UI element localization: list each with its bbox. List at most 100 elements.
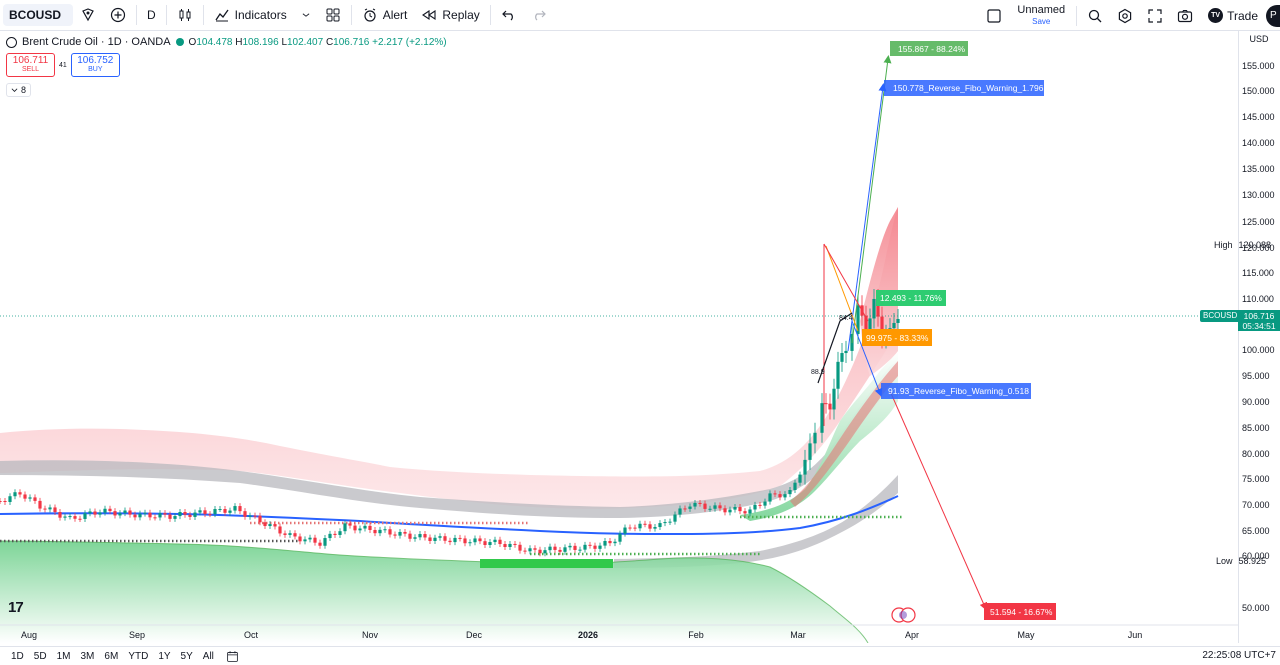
range-button[interactable]: 5Y — [180, 650, 193, 662]
candle-body — [13, 492, 17, 497]
settings-button[interactable] — [1110, 0, 1140, 31]
chart-pane[interactable]: 84.4 88.9 155.867 - 88.24% 150.778_Rever… — [0, 31, 1280, 643]
candle-body — [543, 550, 547, 554]
price-tick-label: 115.000 — [1242, 268, 1274, 278]
series-title[interactable]: Brent Crude Oil · 1D · OANDA — [22, 36, 171, 48]
undo-icon — [501, 10, 513, 21]
candle-body — [828, 403, 832, 410]
candle-body — [443, 536, 447, 541]
redo-button[interactable] — [524, 0, 554, 31]
tradingview-watermark-icon[interactable]: 17 — [8, 599, 24, 616]
replay-button[interactable]: Replay — [414, 0, 486, 31]
compare-button[interactable] — [73, 0, 103, 31]
candle-body — [820, 403, 824, 433]
annotation-level-green[interactable]: 12.493 - 11.76% — [876, 290, 946, 306]
price-axis[interactable] — [1238, 31, 1280, 643]
trade-label: Trade — [1227, 8, 1258, 23]
layout-checkbox[interactable] — [979, 0, 1009, 31]
lower-grey-band — [614, 475, 898, 568]
range-button[interactable]: 1M — [56, 650, 71, 662]
candle-body — [68, 516, 72, 518]
candle-body — [608, 541, 612, 544]
candle-body — [598, 545, 602, 549]
candle-body — [438, 536, 442, 538]
replay-label: Replay — [442, 8, 480, 22]
time-axis-label: Dec — [466, 630, 483, 640]
candle-body — [668, 521, 672, 523]
fullscreen-button[interactable] — [1140, 0, 1170, 31]
buy-button[interactable]: 106.752 BUY — [70, 53, 120, 77]
indicators-toggle[interactable]: 8 — [6, 83, 32, 97]
candle-body — [0, 501, 2, 502]
range-button[interactable]: 6M — [104, 650, 119, 662]
candle-body — [428, 537, 432, 541]
price-tick-label: 95.000 — [1242, 371, 1270, 381]
timezone[interactable]: 22:25:08 UTC+7 — [1202, 650, 1276, 661]
symbol-search[interactable]: BCOUSD — [3, 4, 73, 26]
range-button[interactable]: YTD — [128, 650, 149, 662]
annotation-target-down-text: 51.594 - 16.67% — [990, 607, 1053, 617]
time-axis-label: Feb — [688, 630, 704, 640]
annotation-fibo-low[interactable]: 91.93_Reverse_Fibo_Warning_0.518 — [881, 383, 1031, 399]
add-symbol-button[interactable] — [103, 0, 133, 31]
candle-body — [303, 539, 307, 542]
candle-body — [408, 533, 412, 539]
annotation-target-down[interactable]: 51.594 - 16.67% — [984, 603, 1056, 620]
range-button[interactable]: 3M — [80, 650, 95, 662]
interval-button[interactable]: D — [140, 0, 163, 31]
undo-button[interactable] — [494, 0, 524, 31]
snapshot-button[interactable] — [1170, 0, 1200, 31]
candle-body — [273, 524, 277, 527]
indicators-dropdown[interactable] — [294, 0, 318, 31]
candle-body — [318, 542, 322, 546]
layout-name-button[interactable]: Unnamed Save — [1009, 4, 1073, 27]
candle-body — [8, 496, 12, 502]
candle-body — [573, 545, 577, 550]
alert-button[interactable]: Alert — [355, 0, 415, 31]
chart-type-button[interactable] — [170, 0, 200, 31]
chart-canvas[interactable]: 84.4 88.9 155.867 - 88.24% 150.778_Rever… — [0, 31, 1238, 643]
layouts-button[interactable] — [318, 0, 348, 31]
candle-body — [158, 513, 162, 518]
candle-body — [38, 500, 42, 509]
high-label: H — [235, 36, 243, 48]
range-button[interactable]: All — [202, 650, 214, 662]
currency-selector[interactable]: USD — [1249, 34, 1269, 44]
annotation-target-up[interactable]: 155.867 - 88.24% — [890, 41, 968, 56]
candle-body — [892, 322, 896, 329]
quick-search-button[interactable] — [1080, 0, 1110, 31]
candle-body — [703, 503, 707, 509]
avatar[interactable]: P — [1266, 4, 1280, 27]
price-tick-label: 75.000 — [1242, 474, 1270, 484]
range-button[interactable]: 1Y — [158, 650, 171, 662]
economic-events-icon[interactable] — [891, 607, 916, 623]
candle-body — [58, 512, 62, 518]
time-axis[interactable]: Aug Sep Oct Nov Dec 2026 Feb Mar Apr May Jun — [21, 630, 1142, 640]
candle-body — [388, 529, 392, 535]
candles-icon — [179, 9, 191, 21]
toolbar-right: Unnamed Save TV Trade P — [979, 0, 1280, 31]
candle-body — [113, 511, 117, 516]
range-button[interactable]: 1D — [11, 650, 24, 662]
candle-body — [308, 537, 312, 540]
candle-body — [763, 501, 767, 506]
candle-body — [880, 316, 884, 339]
candle-body — [728, 509, 732, 513]
fibo-line-orange — [825, 245, 859, 332]
annotation-level-orange[interactable]: 99.975 - 83.33% — [862, 329, 932, 346]
pivot-label-1: 84.4 — [839, 315, 853, 322]
high-tag-value: 120.088 — [1238, 240, 1272, 250]
candle-body — [288, 533, 292, 535]
calendar-icon — [227, 650, 238, 662]
candle-body — [758, 504, 762, 506]
sell-button[interactable]: 106.711 SELL — [6, 53, 55, 77]
indicators-button[interactable]: Indicators — [207, 0, 294, 31]
annotation-fibo-high[interactable]: 150.778_Reverse_Fibo_Warning_1.796 — [884, 80, 1044, 96]
candle-body — [663, 522, 667, 524]
trade-button[interactable]: TV Trade — [1200, 8, 1266, 23]
range-button[interactable]: 5D — [33, 650, 47, 662]
candle-body — [643, 523, 647, 525]
annotation-level-green-text: 12.493 - 11.76% — [880, 293, 942, 303]
goto-date-button[interactable] — [219, 647, 246, 665]
divider — [489, 5, 491, 25]
